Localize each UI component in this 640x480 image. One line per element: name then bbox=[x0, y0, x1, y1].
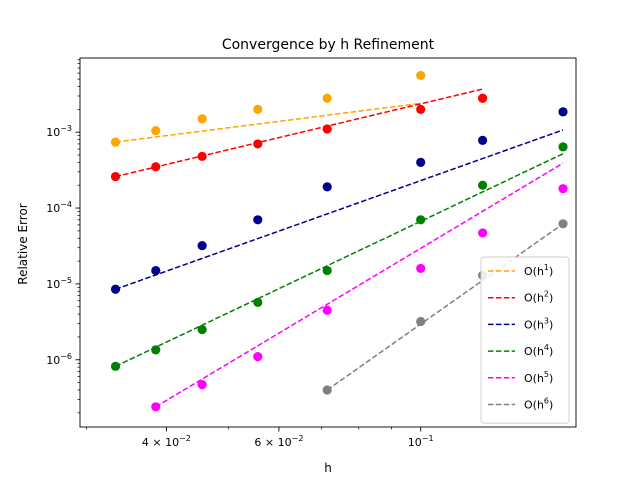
series-3 bbox=[110, 107, 568, 294]
legend-label: O(h5) bbox=[524, 370, 553, 385]
series-2 bbox=[110, 88, 488, 182]
fit-line-1 bbox=[115, 102, 421, 143]
data-point bbox=[558, 184, 568, 194]
y-axis-label: Relative Error bbox=[16, 203, 30, 285]
data-point bbox=[253, 104, 263, 114]
data-point bbox=[197, 114, 207, 124]
data-point bbox=[151, 265, 161, 276]
data-point bbox=[151, 162, 161, 172]
data-point bbox=[416, 70, 426, 81]
legend-label: O(h2) bbox=[524, 290, 553, 305]
data-point bbox=[110, 361, 121, 371]
data-point bbox=[322, 124, 332, 134]
data-point bbox=[253, 139, 263, 149]
data-point bbox=[478, 135, 488, 145]
data-point bbox=[322, 385, 332, 395]
series-layer bbox=[110, 70, 568, 412]
fit-line-2 bbox=[115, 88, 483, 178]
y-tick-label: 10−3 bbox=[46, 124, 72, 139]
x-tick-label: 4 × 10−2 bbox=[142, 434, 191, 449]
data-point bbox=[416, 215, 426, 225]
data-point bbox=[416, 263, 426, 274]
data-point bbox=[253, 352, 263, 362]
data-point bbox=[197, 324, 207, 335]
data-point bbox=[478, 180, 488, 190]
data-point bbox=[110, 137, 121, 147]
y-tick-label: 10−4 bbox=[46, 200, 72, 215]
series-4 bbox=[110, 142, 568, 371]
chart-title: Convergence by h Refinement bbox=[222, 37, 435, 53]
legend-label: O(h3) bbox=[524, 316, 553, 331]
data-point bbox=[197, 151, 207, 161]
legend-entry: O(h2) bbox=[488, 290, 553, 305]
legend-entry: O(h5) bbox=[488, 370, 553, 385]
legend: O(h1) O(h2) O(h3) O(h4) O(h5) O(h6) bbox=[480, 256, 570, 424]
x-tick-label: 6 × 10−2 bbox=[254, 434, 303, 449]
data-point bbox=[322, 305, 332, 315]
x-axis-label: h bbox=[324, 461, 332, 475]
legend-label: O(h4) bbox=[524, 343, 553, 358]
data-point bbox=[253, 215, 263, 225]
data-point bbox=[558, 219, 568, 229]
legend-entry: O(h1) bbox=[488, 263, 553, 278]
legend-label: O(h1) bbox=[524, 263, 553, 278]
legend-entry: O(h4) bbox=[488, 343, 553, 358]
data-point bbox=[197, 240, 207, 251]
data-point bbox=[151, 345, 161, 355]
data-point bbox=[416, 316, 426, 327]
legend-entry: O(h3) bbox=[488, 316, 553, 331]
data-point bbox=[416, 104, 426, 114]
legend-label: O(h6) bbox=[524, 397, 553, 412]
legend-entry: O(h6) bbox=[488, 397, 553, 412]
legend-box bbox=[480, 256, 570, 424]
data-point bbox=[322, 265, 332, 276]
data-point bbox=[151, 125, 161, 136]
series-5 bbox=[151, 162, 568, 412]
fit-line-3 bbox=[115, 129, 564, 290]
data-point bbox=[478, 228, 488, 238]
data-point bbox=[110, 284, 121, 294]
fit-line-4 bbox=[115, 153, 564, 367]
data-point bbox=[322, 182, 332, 192]
x-tick-label: 10−1 bbox=[408, 434, 434, 449]
fit-line-6 bbox=[326, 223, 564, 391]
data-point bbox=[197, 380, 207, 390]
data-point bbox=[322, 93, 332, 103]
data-point bbox=[416, 157, 426, 167]
data-point bbox=[478, 93, 488, 103]
data-point bbox=[558, 107, 568, 117]
axes-frame bbox=[79, 57, 577, 428]
data-point bbox=[253, 297, 263, 308]
series-1 bbox=[110, 70, 568, 147]
data-point bbox=[151, 402, 161, 412]
y-tick-label: 10−5 bbox=[46, 276, 72, 291]
data-point bbox=[558, 142, 568, 152]
axes: 4 × 10−2 6 × 10−2 10−1 10−6 10−5 10−4 10−3 bbox=[46, 57, 577, 449]
y-tick-label: 10−6 bbox=[46, 352, 72, 367]
fit-line-5 bbox=[155, 162, 564, 408]
data-point bbox=[110, 171, 121, 182]
